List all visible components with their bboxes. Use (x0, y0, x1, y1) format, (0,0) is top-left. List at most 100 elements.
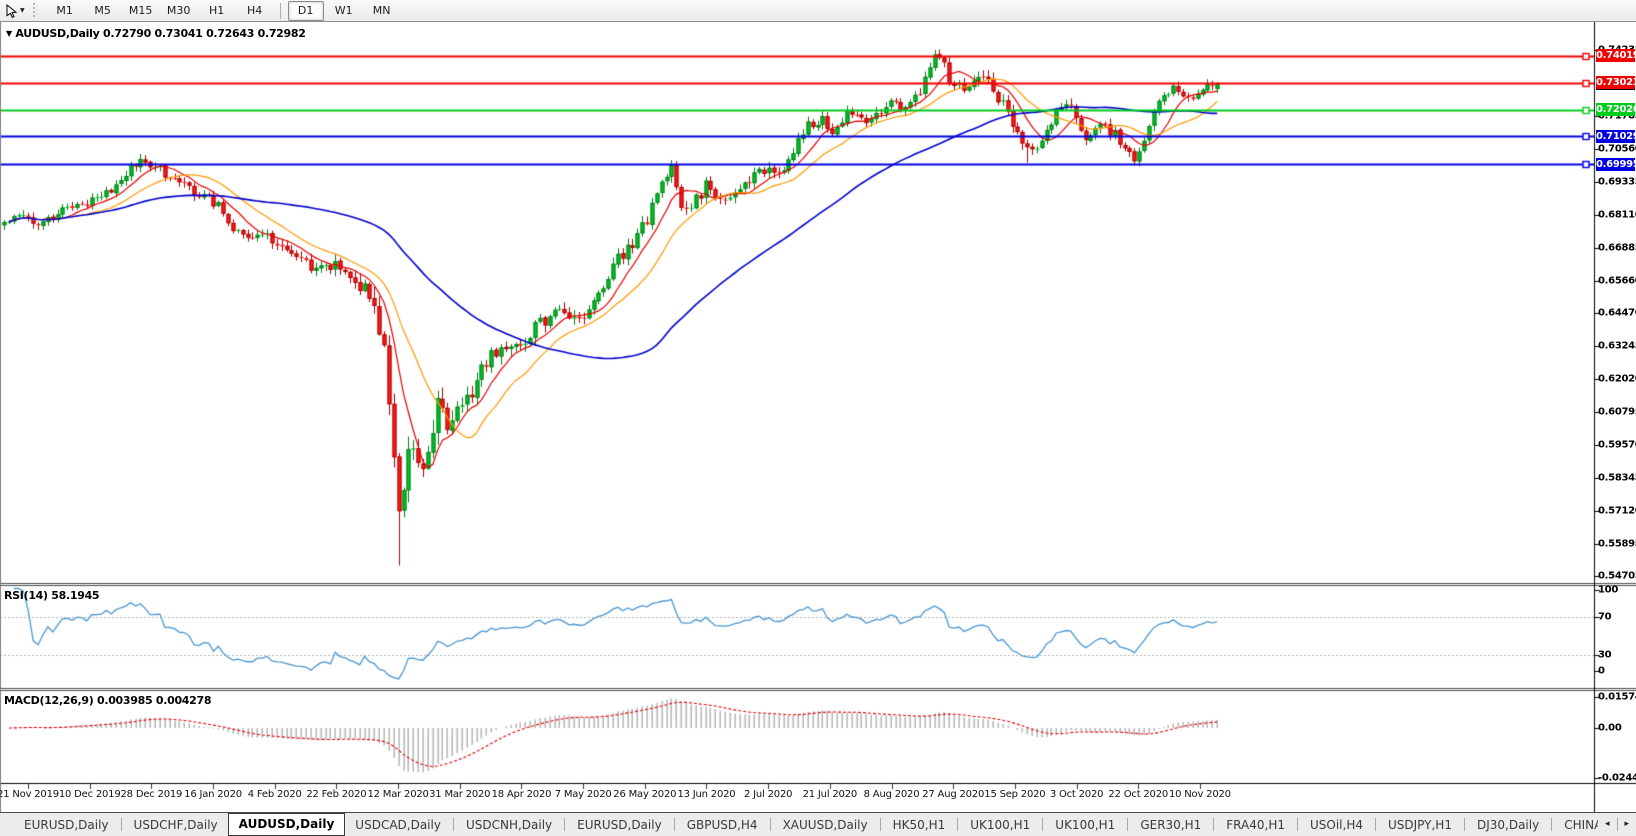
chart-tab-fra40-h1[interactable]: FRA40,H1 (1226, 817, 1285, 832)
price-tick-label: 0.54705 (1598, 570, 1636, 582)
date-label: 16 Jan 2020 (184, 789, 242, 800)
tab-divider (1551, 818, 1553, 831)
tab-divider (1463, 818, 1465, 831)
price-tick-label: 0.58345 (1598, 472, 1636, 484)
date-label: 15 Sep 2020 (984, 789, 1046, 800)
price-level-badge: 0.71029 (1596, 129, 1636, 143)
cursor-dropdown-caret-icon[interactable]: ▼ (20, 7, 25, 14)
collapse-arrow-icon[interactable]: ▼ (6, 29, 12, 38)
date-label: 31 Mar 2020 (429, 789, 491, 800)
timeframe-button-m30[interactable]: M30 (166, 3, 191, 17)
date-label: 12 Mar 2020 (367, 789, 429, 800)
price-tick-label: 0.66885 (1598, 242, 1636, 254)
timeframe-button-w1[interactable]: W1 (334, 3, 353, 17)
date-label: 21 Nov 2019 (0, 789, 59, 800)
chart-tab-dj30-daily[interactable]: DJ30,Daily (1476, 817, 1540, 832)
tab-scroll-controls: ◂ ▸ (1598, 813, 1636, 835)
timeframe-toolbar: ▼ M1 M5 M15 M30 H1 H4 D1 W1 MN (0, 0, 1636, 22)
tab-divider (452, 818, 454, 831)
chart-tab-usoil-h4[interactable]: USOil,H4 (1310, 817, 1363, 832)
price-tick-label: 0.69335 (1598, 176, 1636, 188)
timeframe-button-h1[interactable]: H1 (208, 3, 225, 17)
rsi-tick-label: 100 (1598, 584, 1618, 596)
chart-tab-eurusd-daily[interactable]: EURUSD,Daily (24, 817, 109, 832)
macd-tick-label: 0.00 (1598, 722, 1622, 734)
chart-plot-area[interactable] (0, 22, 1636, 812)
date-label: 7 May 2020 (554, 789, 612, 800)
chart-tab-usdjpy-h1[interactable]: USDJPY,H1 (1388, 817, 1452, 832)
tab-divider (1375, 818, 1376, 831)
timeframe-button-m5[interactable]: M5 (94, 3, 111, 17)
scroll-tabs-left-button[interactable]: ◂ (1604, 819, 1610, 829)
chart-ohlc-values: 0.72790 0.73041 0.72643 0.72982 (103, 27, 306, 40)
date-label: 10 Dec 2019 (58, 789, 121, 800)
tab-divider (879, 818, 881, 831)
chart-tab-usdchf-daily[interactable]: USDCHF,Daily (133, 817, 218, 832)
price-level-badge: 0.72026 (1596, 103, 1636, 116)
date-label: 21 Jul 2020 (802, 789, 858, 800)
date-label: 22 Feb 2020 (306, 789, 367, 800)
chart-tab-usdcad-daily[interactable]: USDCAD,Daily (355, 817, 441, 832)
chart-symbol-period: AUDUSD,Daily (15, 27, 100, 40)
macd-tick-label: -0.024412 (1598, 772, 1636, 784)
date-label: 13 Jun 2020 (677, 789, 736, 800)
tab-arrows-divider (1616, 817, 1618, 831)
chart-cursor-icon[interactable] (3, 3, 19, 19)
price-level-badge: 0.74019 (1596, 49, 1636, 63)
chart-tab-xauusd-daily[interactable]: XAUUSD,Daily (782, 817, 868, 832)
scroll-tabs-right-button[interactable]: ▸ (1624, 819, 1630, 829)
timeframe-buttons: M1 M5 M15 M30 H1 H4 D1 W1 MN (46, 0, 401, 21)
tab-divider (769, 818, 771, 831)
chart-tab-eurusd-daily[interactable]: EURUSD,Daily (577, 817, 662, 832)
chart-tab-audusd-daily[interactable]: AUDUSD,Daily (227, 813, 346, 836)
date-label: 28 Dec 2019 (120, 789, 183, 800)
chart-tab-hk50-h1[interactable]: HK50,H1 (892, 817, 946, 832)
toolbar-drag-handle[interactable] (32, 3, 38, 18)
tab-divider (1213, 818, 1215, 831)
date-label: 18 Apr 2020 (491, 789, 552, 800)
date-label: 27 Aug 2020 (922, 789, 985, 800)
price-tick-label: 0.55895 (1598, 538, 1636, 550)
chart-tab-gbpusd-h4[interactable]: GBPUSD,H4 (686, 817, 758, 832)
timeframe-button-mn[interactable]: MN (372, 3, 391, 17)
macd-indicator-header: MACD(12,26,9) 0.003985 0.004278 (4, 694, 212, 707)
tab-divider (673, 818, 675, 831)
toolbar-separator (279, 2, 281, 19)
chart-tab-uk100-h1[interactable]: UK100,H1 (970, 817, 1031, 832)
timeframe-button-d1[interactable]: D1 (287, 0, 324, 21)
tab-divider (120, 818, 122, 831)
price-level-badge: 0.69995 (1596, 157, 1636, 171)
tab-divider (1042, 818, 1044, 831)
chart-header: ▼ AUDUSD,Daily 0.72790 0.73041 0.72643 0… (6, 27, 306, 40)
tab-divider (1127, 818, 1129, 831)
date-label: 10 Nov 2020 (1168, 789, 1231, 800)
tab-divider (1297, 818, 1298, 831)
rsi-tick-label: 70 (1598, 611, 1612, 623)
timeframe-button-m15[interactable]: M15 (128, 3, 153, 17)
price-tick-label: 0.60795 (1598, 406, 1636, 418)
chart-tab-ger30-h1[interactable]: GER30,H1 (1140, 817, 1202, 832)
chart-tab-usdcnh-daily[interactable]: USDCNH,Daily (465, 817, 553, 832)
timeframe-button-m1[interactable]: M1 (56, 3, 73, 17)
rsi-tick-label: 30 (1598, 649, 1612, 661)
tab-divider (957, 818, 959, 831)
price-tick-label: 0.63245 (1598, 340, 1636, 352)
date-label: 8 Aug 2020 (863, 789, 920, 800)
date-label: 3 Oct 2020 (1049, 789, 1104, 800)
chart-tab-uk100-h1[interactable]: UK100,H1 (1055, 817, 1116, 832)
macd-tick-label: 0.015741 (1598, 691, 1636, 703)
rsi-tick-label: 0 (1598, 665, 1605, 677)
price-level-badge: 0.73023 (1596, 76, 1636, 90)
date-label: 2 Jul 2020 (744, 789, 793, 800)
timeframe-button-h4[interactable]: H4 (246, 3, 263, 17)
tab-divider (564, 818, 566, 831)
rsi-indicator-header: RSI(14) 58.1945 (4, 589, 100, 602)
